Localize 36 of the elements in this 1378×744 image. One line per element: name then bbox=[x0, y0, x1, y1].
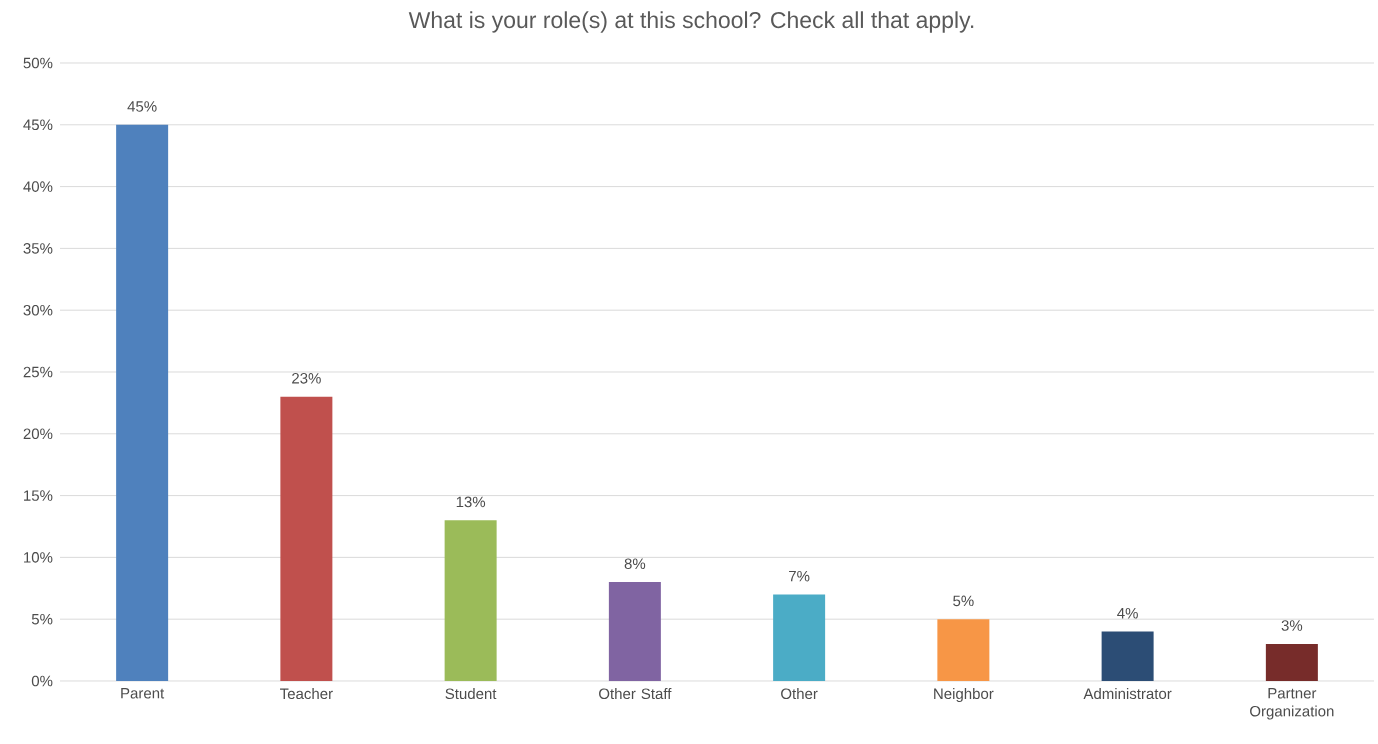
y-tick-label: 40% bbox=[23, 181, 53, 192]
bar bbox=[608, 582, 661, 681]
bar bbox=[280, 396, 333, 681]
y-tick-label: 5% bbox=[31, 613, 53, 625]
x-tick-label: Neighbor bbox=[934, 688, 994, 703]
bar bbox=[1101, 631, 1154, 681]
bar bbox=[444, 520, 497, 681]
data-label: 13% bbox=[456, 496, 486, 508]
y-tick-label: 20% bbox=[23, 428, 53, 440]
data-label: 5% bbox=[953, 595, 974, 607]
y-tick-label: 25% bbox=[23, 366, 53, 378]
data-label: 3% bbox=[1281, 620, 1303, 631]
chart-title: What is your role(s) at this school? Check all that apply. bbox=[408, 11, 974, 33]
bar bbox=[937, 619, 990, 681]
bar bbox=[116, 124, 169, 681]
data-label: 4% bbox=[1117, 607, 1138, 619]
x-tick-label: Teacher bbox=[280, 688, 333, 700]
data-label: 7% bbox=[789, 570, 810, 582]
y-tick-label: 10% bbox=[24, 552, 53, 563]
y-tick-label: 45% bbox=[23, 119, 53, 131]
x-tick-label: Other Staff bbox=[599, 688, 672, 700]
y-tick-label: 50% bbox=[23, 57, 53, 69]
x-tick-label: Partner Organization bbox=[1250, 688, 1334, 720]
y-tick-label: 15% bbox=[24, 490, 53, 501]
data-label: 45% bbox=[127, 101, 157, 112]
x-tick-label: Student bbox=[445, 688, 497, 700]
y-tick-label: 35% bbox=[23, 243, 53, 254]
y-tick-label: 30% bbox=[23, 304, 53, 316]
x-tick-label: Parent bbox=[121, 688, 165, 699]
x-tick-label: Administrator bbox=[1083, 688, 1172, 700]
bar bbox=[773, 594, 826, 681]
data-label: 8% bbox=[624, 558, 646, 570]
x-tick-label: Other bbox=[781, 688, 818, 700]
bar bbox=[1265, 643, 1318, 681]
y-tick-label: 0% bbox=[31, 675, 53, 687]
data-label: 23% bbox=[292, 373, 321, 384]
